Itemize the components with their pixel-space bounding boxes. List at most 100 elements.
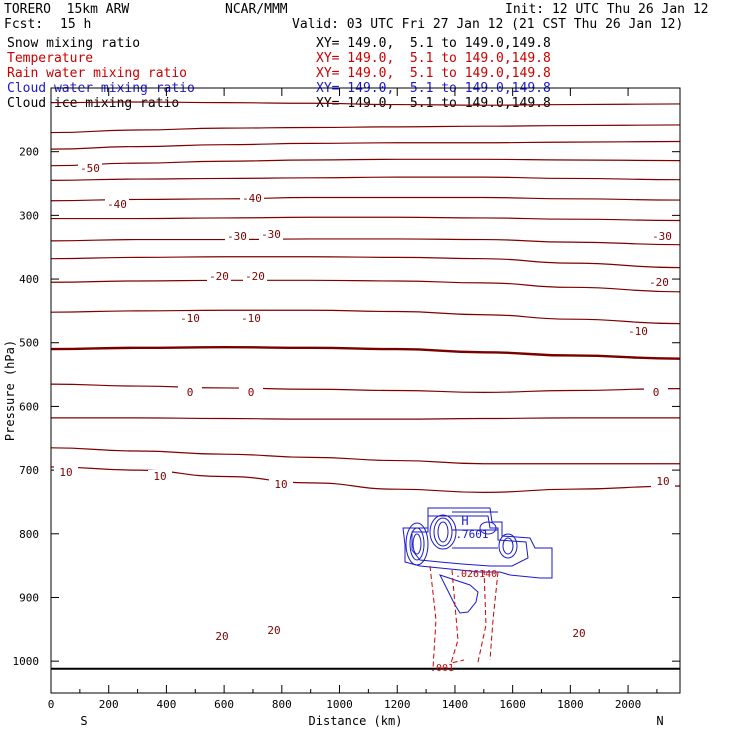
temp-label-bg bbox=[240, 192, 264, 204]
cloud-water-contour bbox=[429, 514, 457, 550]
y-tick-label: 500 bbox=[19, 337, 39, 350]
temperature-contour-label: -40 bbox=[242, 192, 262, 205]
temp-label-bg bbox=[54, 466, 78, 478]
isotherm-m45 bbox=[50, 140, 681, 150]
x-tick-label: 400 bbox=[156, 698, 176, 711]
isotherm-m40 bbox=[50, 158, 681, 167]
organization-label: NCAR/MMM bbox=[225, 2, 288, 17]
rain-water-contour bbox=[429, 565, 441, 671]
temp-label-bg bbox=[225, 230, 249, 242]
y-tick-label: 700 bbox=[19, 464, 39, 477]
label-layer: -50 -40 -40 -30 -30 -30 -20 -20 -20 -10 -10 -10 0 0 0 1… bbox=[3, 146, 675, 728]
rain-water-contour bbox=[477, 569, 487, 663]
y-tick-label: 900 bbox=[19, 591, 39, 604]
isotherm-m5 bbox=[50, 309, 681, 325]
temperature-contour-label: -10 bbox=[628, 325, 648, 338]
temp-label-bg bbox=[262, 624, 286, 636]
temperature-contour-label: 20 bbox=[267, 624, 280, 637]
y-tick-label: 600 bbox=[19, 400, 39, 413]
field-xy-cloud-ice: XY= 149.0, 5.1 to 149.0,149.8 bbox=[316, 96, 551, 111]
temperature-contour-label: 10 bbox=[153, 470, 166, 483]
temperature-contour-label: 10 bbox=[59, 466, 72, 479]
cloud-water-contour bbox=[479, 521, 497, 535]
temp-label-bg bbox=[626, 325, 650, 337]
temp-label-bg bbox=[651, 475, 675, 487]
temperature-contour-label: -30 bbox=[652, 230, 672, 243]
y-tick-label: 300 bbox=[19, 209, 39, 222]
x-tick-label: 0 bbox=[48, 698, 55, 711]
temp-label-bg bbox=[210, 630, 234, 642]
cloud-water-contour bbox=[502, 537, 514, 555]
temp-label-bg bbox=[207, 270, 231, 282]
temp-label-bg bbox=[650, 230, 674, 242]
temperature-contour-label: 20 bbox=[572, 627, 585, 640]
field-xy-temperature: XY= 149.0, 5.1 to 149.0,149.8 bbox=[316, 51, 551, 66]
y-tick-label: 400 bbox=[19, 273, 39, 286]
x-axis-north-label: N bbox=[656, 714, 663, 728]
temp-label-bg bbox=[243, 270, 267, 282]
x-axis-south-label: S bbox=[80, 714, 87, 728]
plot-frame bbox=[50, 87, 681, 694]
x-tick-label: 800 bbox=[272, 698, 292, 711]
x-tick-label: 600 bbox=[214, 698, 234, 711]
cloud-water-contour bbox=[411, 515, 529, 567]
isotherm-0 bbox=[50, 345, 681, 360]
cloud-water-contour bbox=[439, 574, 479, 614]
temperature-contour-label: -30 bbox=[227, 230, 247, 243]
x-tick-label: 2000 bbox=[615, 698, 642, 711]
temp-label-bg bbox=[178, 312, 202, 324]
isotherm-5 bbox=[50, 383, 681, 394]
temperature-contour-label: -10 bbox=[241, 312, 261, 325]
cloud-water-contour bbox=[409, 527, 425, 561]
x-tick-label: 1000 bbox=[326, 698, 353, 711]
x-tick-label: 1400 bbox=[442, 698, 469, 711]
x-axis-label: Distance (km) bbox=[309, 714, 403, 728]
temp-label-bg bbox=[105, 198, 129, 210]
temperature-contour-label: -30 bbox=[261, 228, 281, 241]
cloud-water-contour bbox=[402, 507, 553, 579]
field-name-rain: Rain water mixing ratio bbox=[7, 66, 188, 81]
cloud-water-contour bbox=[412, 533, 422, 555]
x-tick-label: 200 bbox=[99, 698, 119, 711]
temperature-contour-label: -40 bbox=[107, 198, 127, 211]
field-xy-rain: XY= 149.0, 5.1 to 149.0,149.8 bbox=[316, 66, 551, 81]
y-tick-label: 200 bbox=[19, 146, 39, 159]
temp-label-bg bbox=[148, 470, 172, 482]
field-xy-snow: XY= 149.0, 5.1 to 149.0,149.8 bbox=[316, 36, 551, 51]
temp-label-bg bbox=[269, 478, 293, 490]
y-axis-label: Pressure (hPa) bbox=[3, 340, 17, 441]
cloud-water-contour bbox=[433, 517, 453, 547]
field-name-snow: Snow mixing ratio bbox=[7, 36, 141, 51]
x-tick-label: 1800 bbox=[557, 698, 584, 711]
temperature-contour-label: 0 bbox=[653, 386, 660, 399]
temperature-contour-label: -20 bbox=[209, 270, 229, 283]
isotherm-m15 bbox=[50, 256, 681, 269]
cloud-water-contour bbox=[498, 533, 518, 559]
temp-label-bg bbox=[644, 386, 668, 398]
temperature-contour-label: 0 bbox=[248, 386, 255, 399]
temperature-contour-label: 10 bbox=[656, 475, 669, 488]
valid-time: Valid: 03 UTC Fri 27 Jan 12 (21 CST Thu … bbox=[292, 17, 684, 32]
forecast-label: Fcst: bbox=[4, 17, 44, 32]
y-tick-label: 1000 bbox=[13, 655, 40, 668]
temp-label-bg bbox=[239, 312, 263, 324]
temp-label-bg bbox=[259, 228, 283, 240]
isotherm-m10 bbox=[50, 279, 681, 293]
temperature-contour-label: 20 bbox=[215, 630, 228, 643]
temperature-contour-label: -50 bbox=[80, 162, 100, 175]
isotherm-m25 bbox=[51, 216, 681, 222]
temperature-contour-label: 0 bbox=[187, 386, 194, 399]
isotherm-m50 bbox=[50, 124, 681, 134]
temp-label-bg bbox=[647, 276, 671, 288]
cloud-water-contour bbox=[437, 521, 449, 543]
isotherm-20 bbox=[50, 466, 681, 493]
cloud-water-contour bbox=[405, 522, 429, 566]
moisture-layer bbox=[402, 507, 553, 671]
x-tick-label: 1200 bbox=[384, 698, 411, 711]
axis-layer bbox=[50, 87, 681, 694]
isotherm-m35 bbox=[50, 176, 681, 181]
isotherm-m55 bbox=[50, 101, 681, 106]
temp-label-bg bbox=[239, 386, 263, 398]
cloud-water-max-marker: H bbox=[461, 514, 468, 528]
